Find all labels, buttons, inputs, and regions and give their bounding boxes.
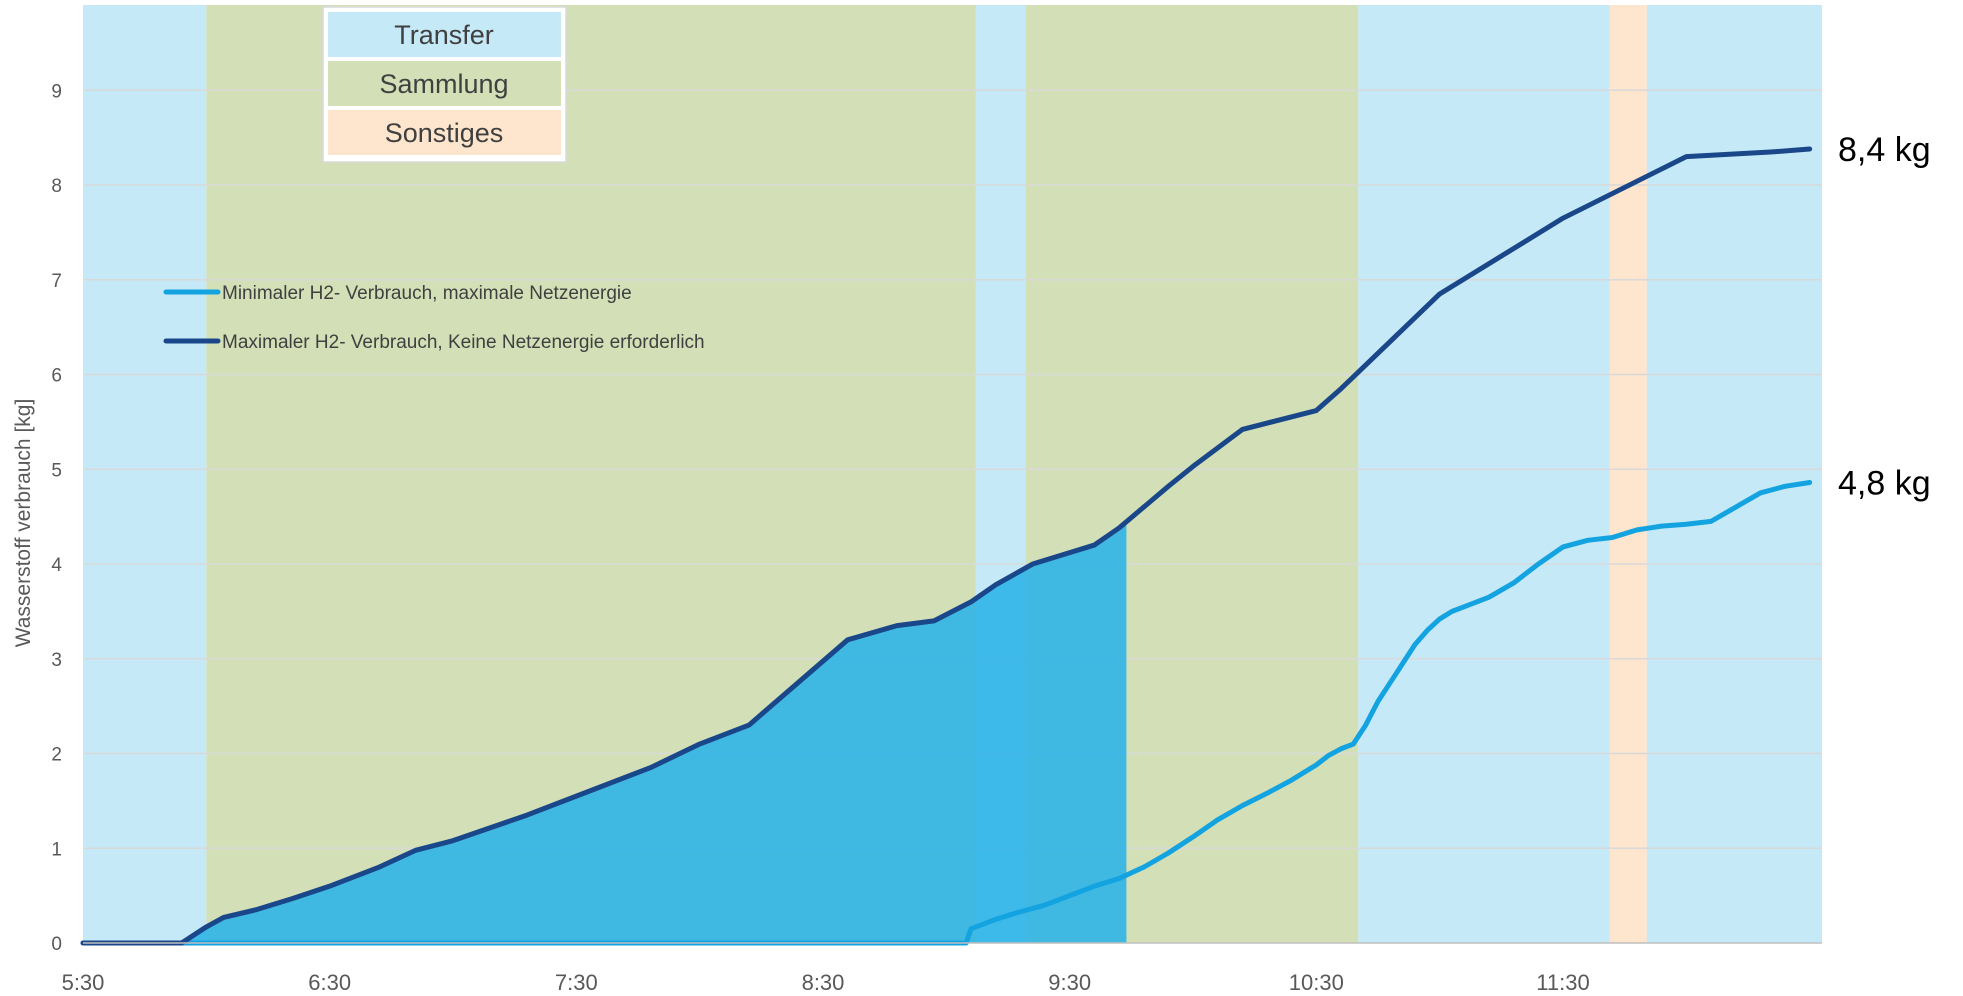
phase-legend-swatch-sammlung — [328, 61, 561, 106]
phase-legend-swatch-transfer — [328, 12, 561, 57]
series-legend-label-1: Maximaler H2- Verbrauch, Keine Netzenerg… — [222, 332, 705, 353]
series-legend-label-0: Minimaler H2- Verbrauch, maximale Netzen… — [222, 283, 632, 304]
x-tick-label-7-30: 7:30 — [555, 970, 598, 995]
consumption-shaded-area — [181, 521, 1127, 943]
y-tick-label-3: 3 — [51, 650, 62, 671]
series-line-max-consumption — [80, 146, 1813, 946]
series-legend: Minimaler H2- Verbrauch, maximale Netzen… — [163, 283, 705, 353]
y-axis-title-group: Wasserstoff verbrauch [kg] — [12, 399, 35, 648]
phase-legend-swatch-sonstiges — [328, 110, 561, 155]
phase-band-transfer-0 — [83, 5, 207, 943]
phase-legend-label-sammlung: Sammlung — [379, 69, 508, 99]
consumption-area — [181, 521, 1127, 943]
x-tick-label-11-30: 11:30 — [1536, 970, 1589, 995]
phase-legend-label-sonstiges: Sonstiges — [385, 118, 504, 148]
y-tick-label-5: 5 — [51, 460, 62, 481]
y-tick-label-4: 4 — [51, 555, 62, 576]
phase-legend-label-transfer: Transfer — [394, 20, 494, 50]
end-label-0: 8,4 kg — [1838, 131, 1931, 169]
y-tick-label-6: 6 — [51, 366, 62, 387]
y-tick-label-2: 2 — [51, 745, 62, 766]
phase-band-transfer-6 — [1646, 5, 1822, 943]
axes: 0 1 2 3 4 5 6 7 8 9 5:30 6:30 7:30 8:30 9:30 10:30 11:30 — [51, 81, 1822, 995]
end-labels: 8,4 kg 4,8 kg — [1838, 131, 1931, 503]
y-tick-label-9: 9 — [51, 81, 62, 102]
x-tick-label-10-30: 10:30 — [1289, 970, 1344, 995]
x-tick-label-5-30: 5:30 — [62, 970, 105, 995]
phase-legend: Transfer Sammlung Sonstiges — [322, 6, 567, 163]
series-line-min-consumption — [80, 480, 1813, 946]
series-lines — [80, 146, 1813, 946]
y-tick-label-1: 1 — [51, 839, 62, 860]
y-tick-label-8: 8 — [51, 176, 62, 197]
x-tick-label-9-30: 9:30 — [1048, 970, 1091, 995]
end-label-1: 4,8 kg — [1838, 465, 1931, 503]
x-tick-label-6-30: 6:30 — [308, 970, 351, 995]
x-tick-label-8-30: 8:30 — [802, 970, 845, 995]
phase-band-transfer-4 — [1358, 5, 1610, 943]
phase-band-sonstiges-5 — [1609, 5, 1647, 943]
y-axis-title: Wasserstoff verbrauch [kg] — [12, 399, 35, 648]
y-tick-label-0: 0 — [51, 934, 62, 955]
phase-bands — [83, 5, 1822, 943]
y-tick-label-7: 7 — [51, 271, 62, 292]
